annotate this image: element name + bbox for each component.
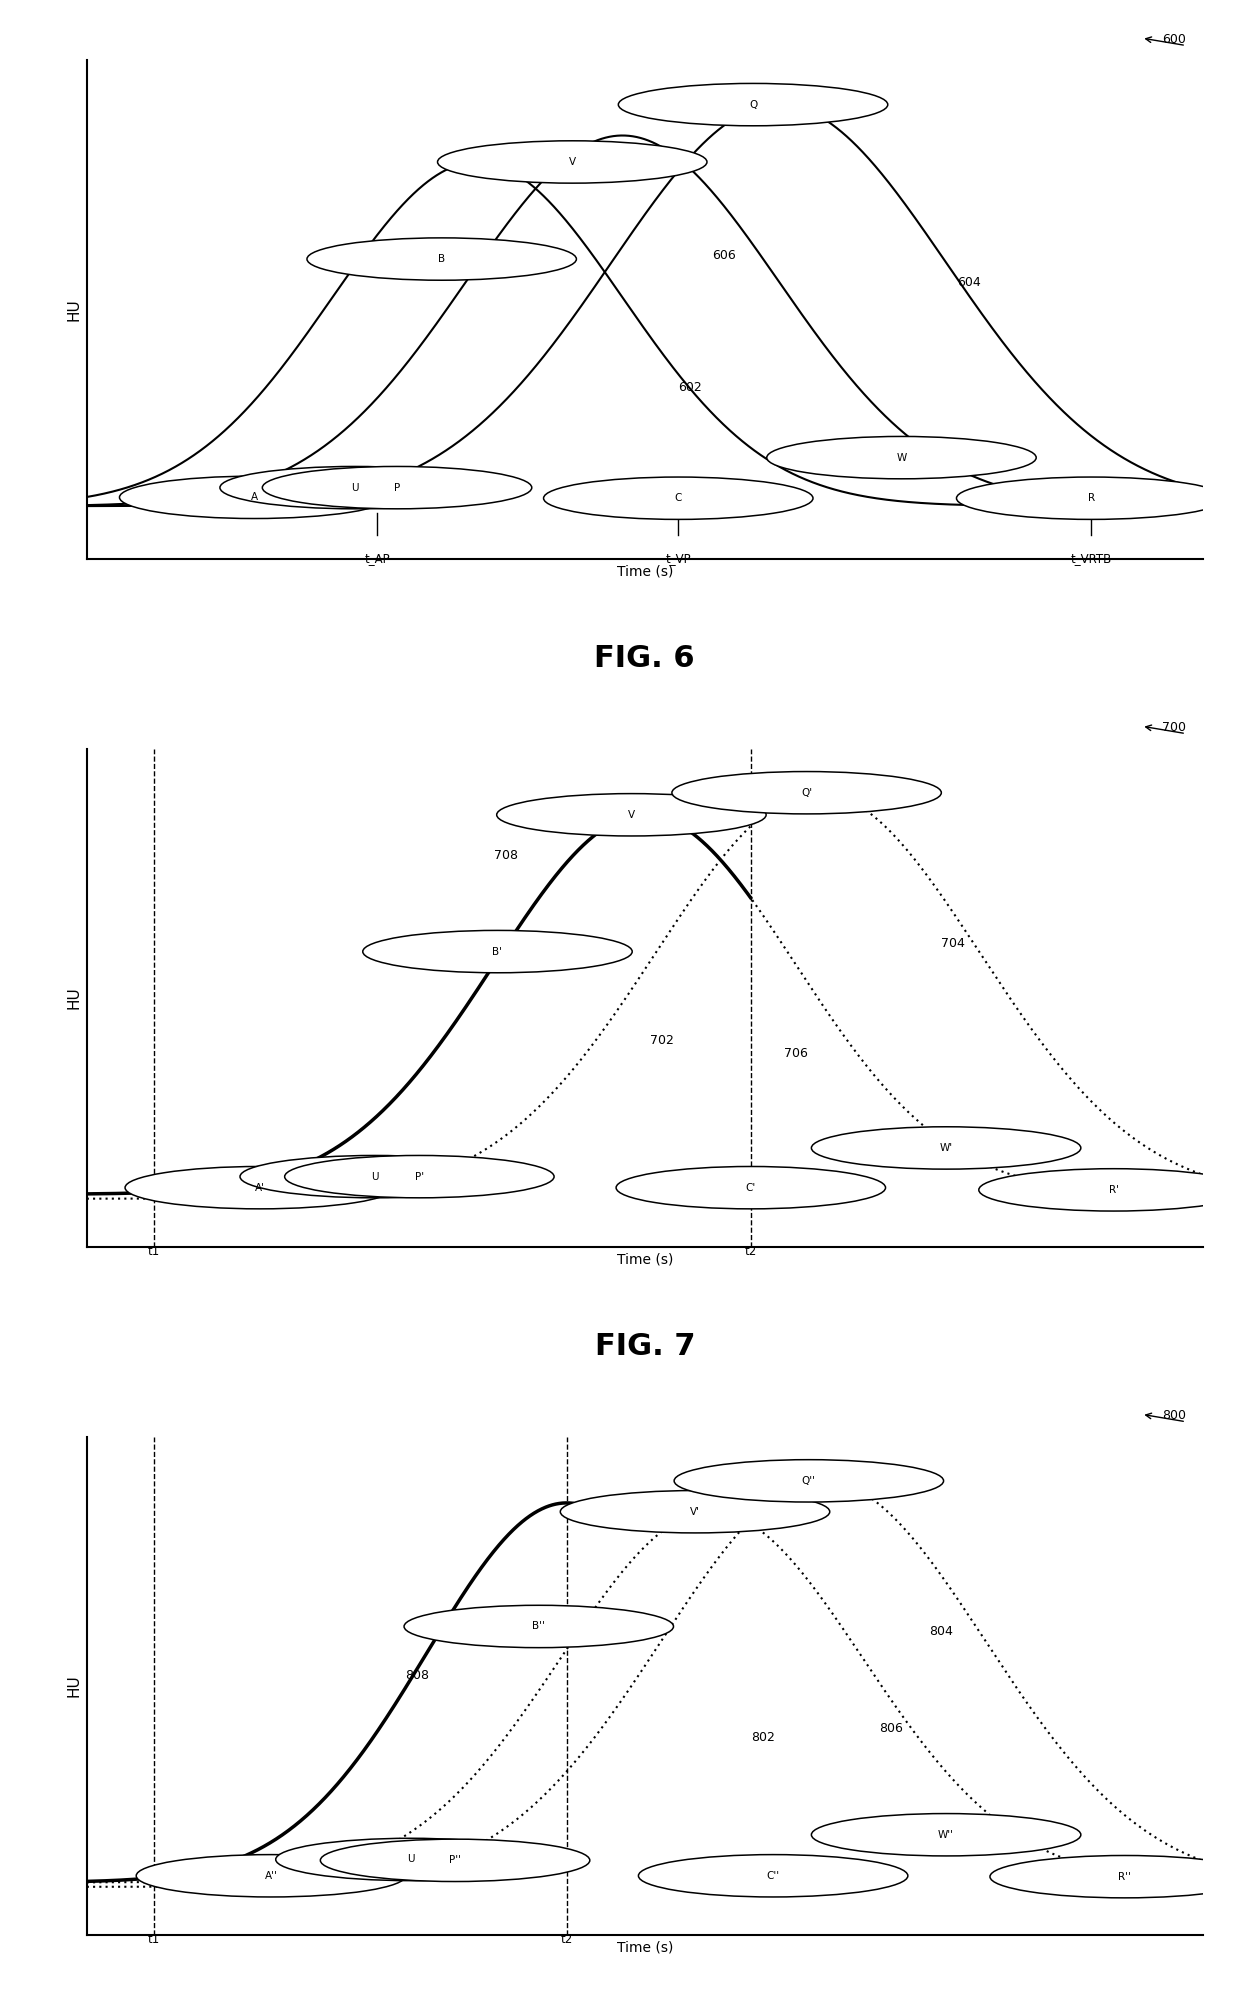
Ellipse shape <box>978 1169 1240 1212</box>
Text: t1: t1 <box>148 1933 160 1945</box>
Ellipse shape <box>363 931 632 974</box>
Text: U: U <box>407 1855 414 1865</box>
Ellipse shape <box>675 1460 944 1502</box>
Text: 804: 804 <box>930 1625 954 1639</box>
X-axis label: Time (s): Time (s) <box>616 564 673 579</box>
Text: C'': C'' <box>766 1871 780 1881</box>
Text: t_VRTB: t_VRTB <box>1070 552 1112 566</box>
Text: V: V <box>627 810 635 821</box>
Text: V: V <box>569 157 575 167</box>
Text: 600: 600 <box>1162 32 1185 46</box>
Ellipse shape <box>672 772 941 814</box>
Ellipse shape <box>497 794 766 837</box>
Text: A: A <box>250 492 258 502</box>
Ellipse shape <box>639 1855 908 1897</box>
Text: 802: 802 <box>750 1732 775 1744</box>
Ellipse shape <box>119 476 389 518</box>
Text: Q: Q <box>749 99 758 109</box>
Ellipse shape <box>543 478 813 520</box>
Text: U: U <box>351 482 358 492</box>
Text: 800: 800 <box>1162 1409 1185 1421</box>
Y-axis label: HU: HU <box>66 298 82 321</box>
Ellipse shape <box>275 1839 546 1881</box>
Text: t2: t2 <box>745 1246 756 1258</box>
Text: 700: 700 <box>1162 720 1185 734</box>
Ellipse shape <box>285 1155 554 1198</box>
Text: FIG. 6: FIG. 6 <box>594 643 696 673</box>
Text: P: P <box>394 482 401 492</box>
Text: 808: 808 <box>404 1669 429 1683</box>
Ellipse shape <box>125 1167 394 1210</box>
Ellipse shape <box>616 1167 885 1210</box>
Y-axis label: HU: HU <box>66 1675 82 1697</box>
Text: t1: t1 <box>148 1246 160 1258</box>
Text: B'': B'' <box>532 1621 546 1631</box>
X-axis label: Time (s): Time (s) <box>616 1252 673 1266</box>
Text: P'': P'' <box>449 1855 461 1865</box>
Text: B': B' <box>492 948 502 956</box>
Ellipse shape <box>560 1490 830 1532</box>
Text: R: R <box>1087 494 1095 504</box>
Ellipse shape <box>241 1155 510 1198</box>
Text: t_VP: t_VP <box>666 552 691 566</box>
Ellipse shape <box>811 1814 1081 1857</box>
Text: FIG. 7: FIG. 7 <box>594 1333 696 1361</box>
Ellipse shape <box>438 141 707 183</box>
X-axis label: Time (s): Time (s) <box>616 1941 673 1956</box>
Ellipse shape <box>956 478 1226 520</box>
Text: 706: 706 <box>784 1048 808 1060</box>
Text: 806: 806 <box>879 1722 903 1736</box>
Text: W'': W'' <box>939 1831 954 1841</box>
Text: C': C' <box>745 1183 756 1193</box>
Text: U: U <box>371 1171 378 1181</box>
Text: C: C <box>675 494 682 504</box>
Text: 604: 604 <box>957 276 981 288</box>
Ellipse shape <box>136 1855 405 1897</box>
Text: 708: 708 <box>494 849 518 863</box>
Text: W': W' <box>940 1143 952 1153</box>
Text: 704: 704 <box>940 937 965 950</box>
Text: R': R' <box>1109 1185 1118 1195</box>
Text: t_AP: t_AP <box>365 552 389 566</box>
Text: A'': A'' <box>264 1871 278 1881</box>
Text: 606: 606 <box>712 250 735 262</box>
Ellipse shape <box>990 1855 1240 1897</box>
Ellipse shape <box>404 1605 673 1647</box>
Text: A': A' <box>254 1183 265 1193</box>
Text: Q'': Q'' <box>802 1476 816 1486</box>
Ellipse shape <box>308 238 577 280</box>
Ellipse shape <box>811 1127 1081 1169</box>
Text: V': V' <box>689 1506 701 1516</box>
Y-axis label: HU: HU <box>66 986 82 1010</box>
Text: R'': R'' <box>1118 1871 1131 1881</box>
Ellipse shape <box>766 435 1037 480</box>
Text: Q': Q' <box>801 788 812 798</box>
Text: W: W <box>897 454 906 462</box>
Text: t2: t2 <box>560 1933 573 1945</box>
Ellipse shape <box>619 83 888 125</box>
Text: B: B <box>438 254 445 264</box>
Ellipse shape <box>320 1839 590 1881</box>
Ellipse shape <box>219 466 490 508</box>
Text: P': P' <box>415 1171 424 1181</box>
Text: 602: 602 <box>678 381 702 395</box>
Text: 702: 702 <box>651 1034 675 1046</box>
Ellipse shape <box>263 466 532 508</box>
